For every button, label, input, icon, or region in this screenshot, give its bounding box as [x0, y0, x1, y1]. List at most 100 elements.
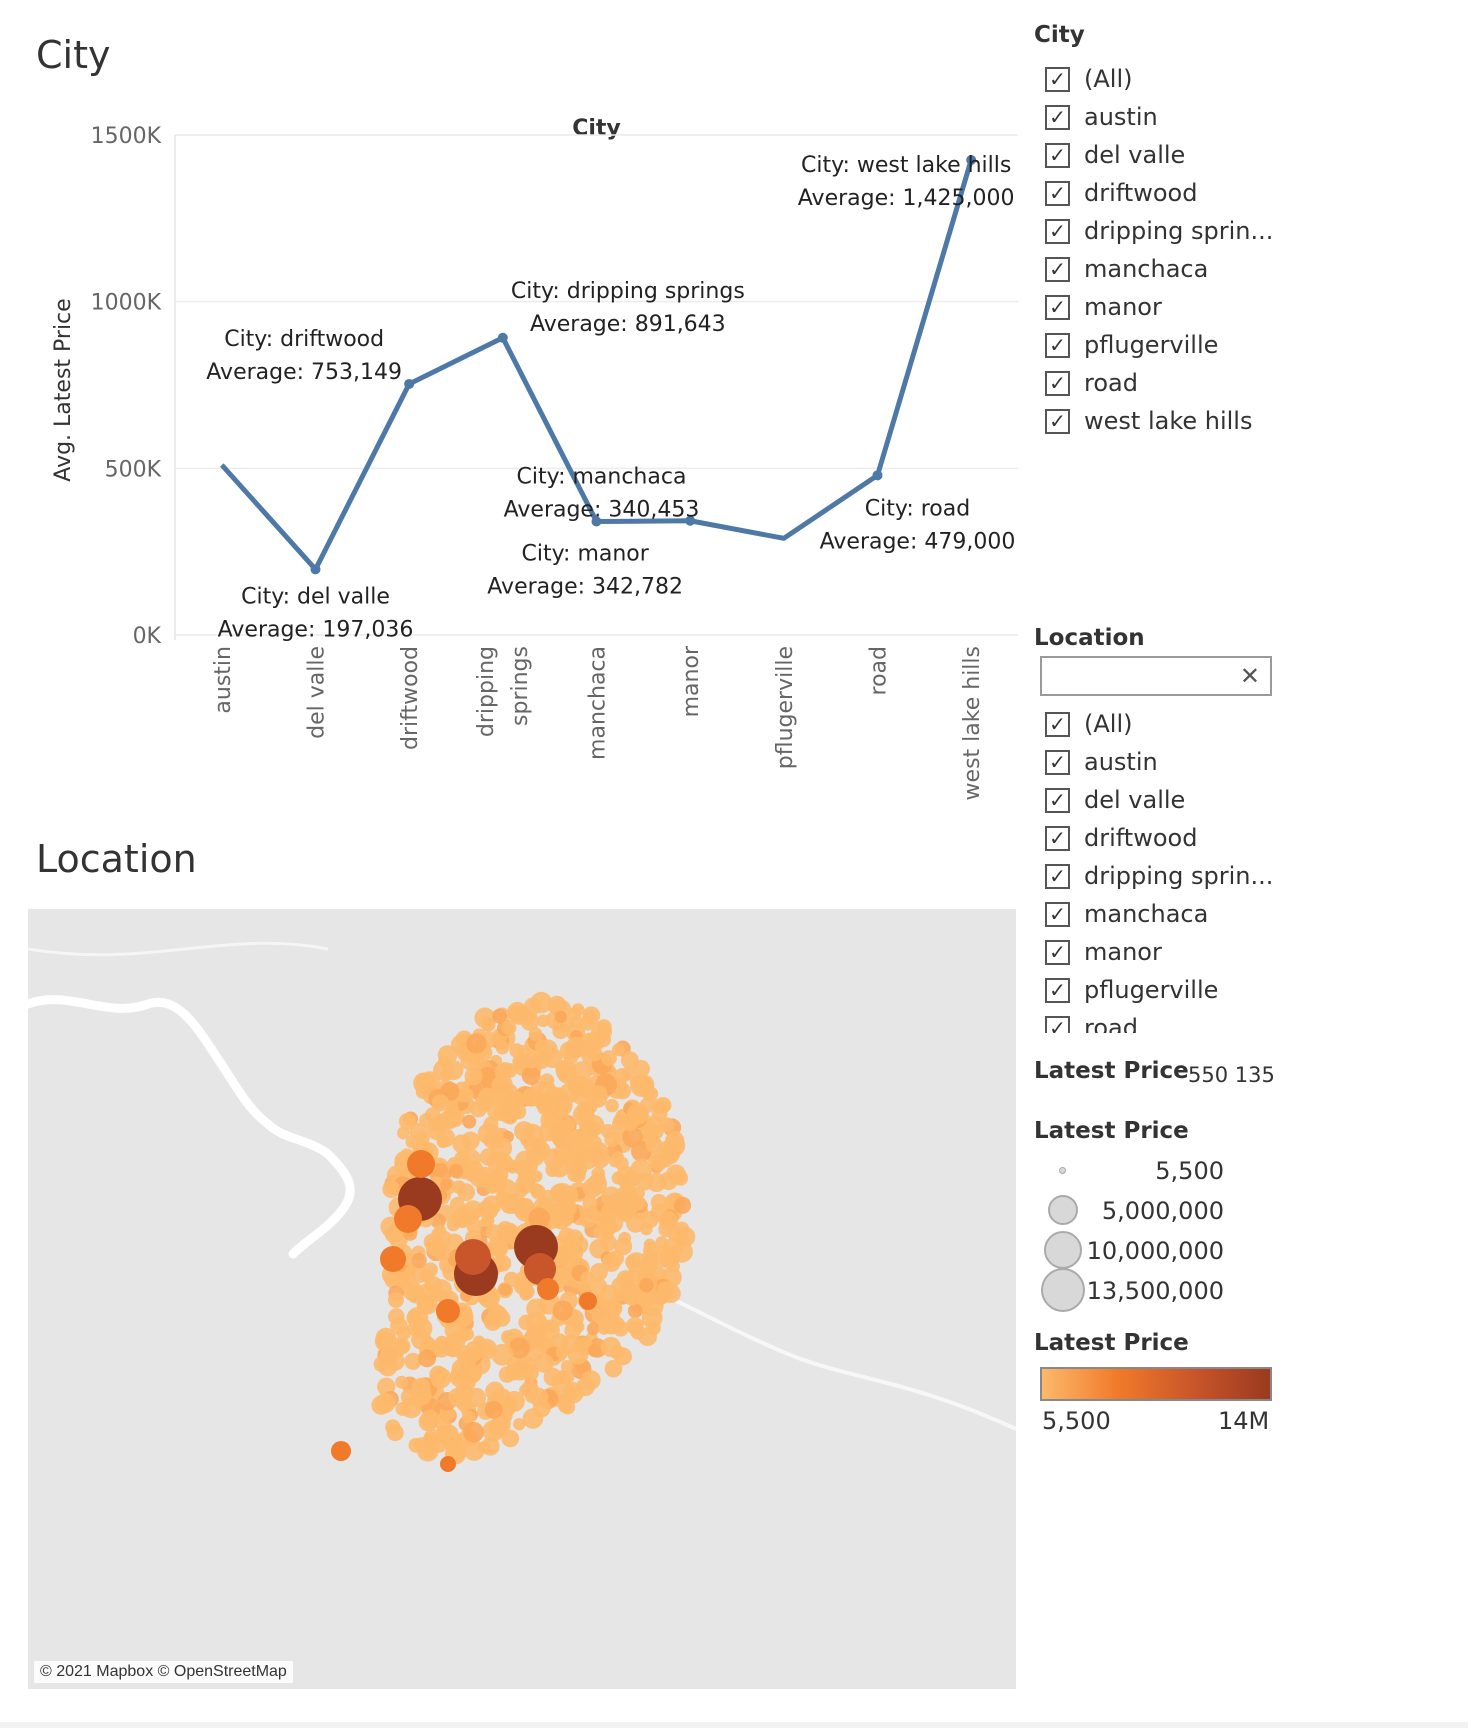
listing-point[interactable] [604, 1131, 620, 1148]
listing-point[interactable] [490, 1137, 513, 1159]
listing-point[interactable] [386, 1424, 404, 1442]
listing-point[interactable] [620, 1282, 641, 1304]
listing-point[interactable] [608, 1250, 625, 1267]
listing-point[interactable] [464, 1067, 483, 1086]
listing-points[interactable] [331, 991, 696, 1472]
listing-point[interactable] [530, 1170, 543, 1183]
checkbox-checked-icon[interactable]: ✓ [1045, 104, 1070, 130]
listing-point[interactable] [560, 1370, 575, 1385]
listing-point[interactable] [469, 1167, 490, 1188]
listing-point[interactable] [589, 1090, 608, 1108]
listing-point[interactable] [420, 1409, 440, 1429]
listing-point[interactable] [600, 1050, 617, 1067]
listing-point[interactable] [503, 1390, 525, 1412]
listing-point[interactable] [457, 1183, 476, 1202]
listing-point[interactable] [460, 1050, 481, 1071]
listing-point[interactable] [396, 1326, 411, 1341]
listing-point[interactable] [552, 1092, 572, 1112]
listing-point[interactable] [601, 1186, 622, 1208]
city-filter-item[interactable]: ✓ driftwood [1045, 174, 1285, 212]
listing-point[interactable] [563, 1386, 578, 1401]
listing-point[interactable] [618, 1231, 632, 1245]
location-filter-item[interactable]: ✓ austin [1045, 743, 1285, 781]
checkbox-checked-icon[interactable]: ✓ [1045, 142, 1070, 168]
listing-point[interactable] [622, 1127, 643, 1148]
city-filter-item[interactable]: ✓ dripping sprin... [1045, 212, 1285, 250]
listing-point[interactable] [673, 1196, 692, 1214]
listing-point[interactable] [431, 1094, 450, 1112]
listing-point-high[interactable] [394, 1205, 422, 1233]
listing-point[interactable] [613, 1347, 632, 1366]
listing-point[interactable] [554, 1010, 567, 1023]
listing-point[interactable] [528, 1027, 543, 1041]
listing-point[interactable] [672, 1170, 689, 1186]
listing-point[interactable] [620, 1210, 633, 1223]
city-filter-item[interactable]: ✓ del valle [1045, 136, 1285, 174]
checkbox-checked-icon[interactable]: ✓ [1045, 977, 1070, 1003]
checkbox-checked-icon[interactable]: ✓ [1045, 749, 1070, 775]
checkbox-checked-icon[interactable]: ✓ [1045, 332, 1070, 358]
listing-point[interactable] [418, 1349, 437, 1368]
listing-point[interactable] [466, 1218, 482, 1234]
checkbox-checked-icon[interactable]: ✓ [1045, 863, 1070, 889]
listing-point[interactable] [463, 1421, 484, 1443]
listing-point[interactable] [443, 1060, 464, 1081]
listing-point[interactable] [461, 1410, 476, 1424]
location-filter-item[interactable]: ✓ manchaca [1045, 895, 1285, 933]
listing-point[interactable] [530, 991, 553, 1014]
data-point-marker[interactable] [497, 332, 508, 343]
checkbox-checked-icon[interactable]: ✓ [1045, 825, 1070, 851]
listing-point[interactable] [589, 1277, 608, 1297]
listing-point[interactable] [491, 1076, 510, 1095]
listing-point[interactable] [440, 1178, 453, 1191]
listing-point[interactable] [483, 1116, 499, 1132]
listing-point[interactable] [454, 1383, 474, 1403]
listing-point[interactable] [531, 1146, 547, 1162]
listing-point[interactable] [481, 1437, 500, 1456]
listing-point[interactable] [641, 1307, 663, 1329]
listing-point[interactable] [395, 1375, 409, 1389]
location-filter-item[interactable]: ✓ del valle [1045, 781, 1285, 819]
listing-point[interactable] [528, 1207, 551, 1230]
listing-point-high[interactable] [455, 1239, 491, 1275]
listing-point[interactable] [596, 1019, 612, 1035]
listing-point[interactable] [555, 1060, 570, 1075]
checkbox-checked-icon[interactable]: ✓ [1045, 711, 1070, 737]
listing-point[interactable] [448, 1164, 463, 1179]
listing-point[interactable] [501, 1019, 517, 1036]
listing-point[interactable] [424, 1276, 443, 1294]
listing-point[interactable] [447, 1440, 468, 1461]
listing-point[interactable] [576, 1148, 599, 1170]
listing-point[interactable] [653, 1245, 676, 1268]
data-point-marker[interactable] [872, 470, 883, 481]
listing-point[interactable] [516, 1005, 530, 1019]
city-filter-item[interactable]: ✓ manchaca [1045, 250, 1285, 288]
listing-point[interactable] [411, 1252, 427, 1269]
checkbox-checked-icon[interactable]: ✓ [1045, 256, 1070, 282]
listing-point[interactable] [397, 1341, 410, 1354]
listing-point[interactable] [496, 1227, 513, 1243]
listing-point[interactable] [536, 1093, 555, 1112]
listing-point[interactable] [667, 1225, 684, 1242]
city-filter-item[interactable]: ✓ austin [1045, 98, 1285, 136]
listing-point[interactable] [586, 1322, 600, 1336]
listing-point[interactable] [626, 1316, 644, 1335]
listing-point[interactable] [629, 1074, 646, 1091]
listing-point[interactable] [643, 1086, 659, 1102]
listing-point[interactable] [453, 1206, 473, 1226]
listing-point[interactable] [534, 1353, 554, 1373]
listing-point[interactable] [571, 1061, 592, 1082]
listing-point[interactable] [375, 1392, 396, 1414]
checkbox-checked-icon[interactable]: ✓ [1045, 408, 1070, 434]
location-search-input[interactable] [1048, 658, 1242, 694]
listing-point[interactable] [480, 1202, 499, 1220]
listing-point[interactable] [529, 1387, 549, 1407]
checkbox-checked-icon[interactable]: ✓ [1045, 218, 1070, 244]
listing-point-high[interactable] [537, 1278, 559, 1300]
listing-point[interactable] [405, 1135, 420, 1149]
data-point-marker[interactable] [966, 155, 977, 165]
listing-point[interactable] [515, 1184, 529, 1198]
listing-point[interactable] [632, 1060, 650, 1078]
listing-point[interactable] [490, 1414, 511, 1435]
listing-point[interactable] [582, 1195, 598, 1211]
